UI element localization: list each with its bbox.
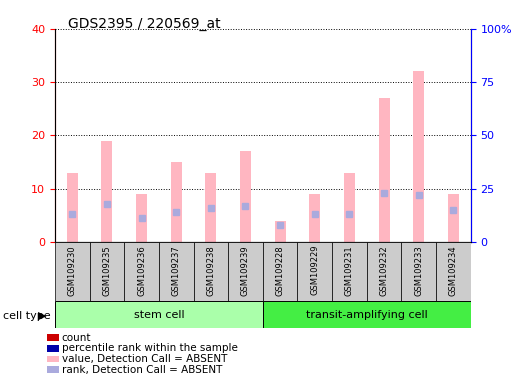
Text: percentile rank within the sample: percentile rank within the sample (62, 343, 237, 353)
FancyBboxPatch shape (401, 242, 436, 301)
FancyBboxPatch shape (124, 242, 159, 301)
Bar (448, 194, 459, 242)
Text: GSM109235: GSM109235 (103, 245, 111, 296)
Bar (101, 141, 112, 242)
Text: GSM109237: GSM109237 (172, 245, 180, 296)
Bar (206, 173, 217, 242)
Text: rank, Detection Call = ABSENT: rank, Detection Call = ABSENT (62, 365, 222, 375)
Text: count: count (62, 333, 91, 343)
FancyBboxPatch shape (263, 242, 298, 301)
Text: value, Detection Call = ABSENT: value, Detection Call = ABSENT (62, 354, 227, 364)
Text: GSM109239: GSM109239 (241, 245, 250, 296)
Bar (344, 173, 355, 242)
FancyBboxPatch shape (298, 242, 332, 301)
FancyBboxPatch shape (55, 301, 263, 328)
FancyBboxPatch shape (332, 242, 367, 301)
Bar (275, 220, 286, 242)
FancyBboxPatch shape (436, 242, 471, 301)
FancyBboxPatch shape (367, 242, 401, 301)
Text: GSM109236: GSM109236 (137, 245, 146, 296)
Text: GSM109238: GSM109238 (207, 245, 215, 296)
Text: GSM109233: GSM109233 (414, 245, 423, 296)
Bar (67, 173, 78, 242)
FancyBboxPatch shape (194, 242, 228, 301)
Text: GSM109230: GSM109230 (68, 245, 77, 296)
FancyBboxPatch shape (89, 242, 124, 301)
FancyBboxPatch shape (55, 242, 89, 301)
Text: GSM109231: GSM109231 (345, 245, 354, 296)
Bar (240, 151, 251, 242)
Text: cell type: cell type (3, 311, 50, 321)
Text: ▶: ▶ (38, 311, 46, 321)
Text: GSM109234: GSM109234 (449, 245, 458, 296)
Text: GSM109229: GSM109229 (310, 245, 319, 295)
Bar (309, 194, 320, 242)
Text: transit-amplifying cell: transit-amplifying cell (306, 310, 428, 320)
Text: stem cell: stem cell (133, 310, 184, 320)
Bar (413, 71, 424, 242)
Bar (170, 162, 181, 242)
FancyBboxPatch shape (228, 242, 263, 301)
Bar (379, 98, 390, 242)
Text: GSM109228: GSM109228 (276, 245, 285, 296)
Text: GSM109232: GSM109232 (380, 245, 389, 296)
Bar (136, 194, 147, 242)
FancyBboxPatch shape (159, 242, 194, 301)
Text: GDS2395 / 220569_at: GDS2395 / 220569_at (68, 17, 221, 31)
FancyBboxPatch shape (263, 301, 471, 328)
